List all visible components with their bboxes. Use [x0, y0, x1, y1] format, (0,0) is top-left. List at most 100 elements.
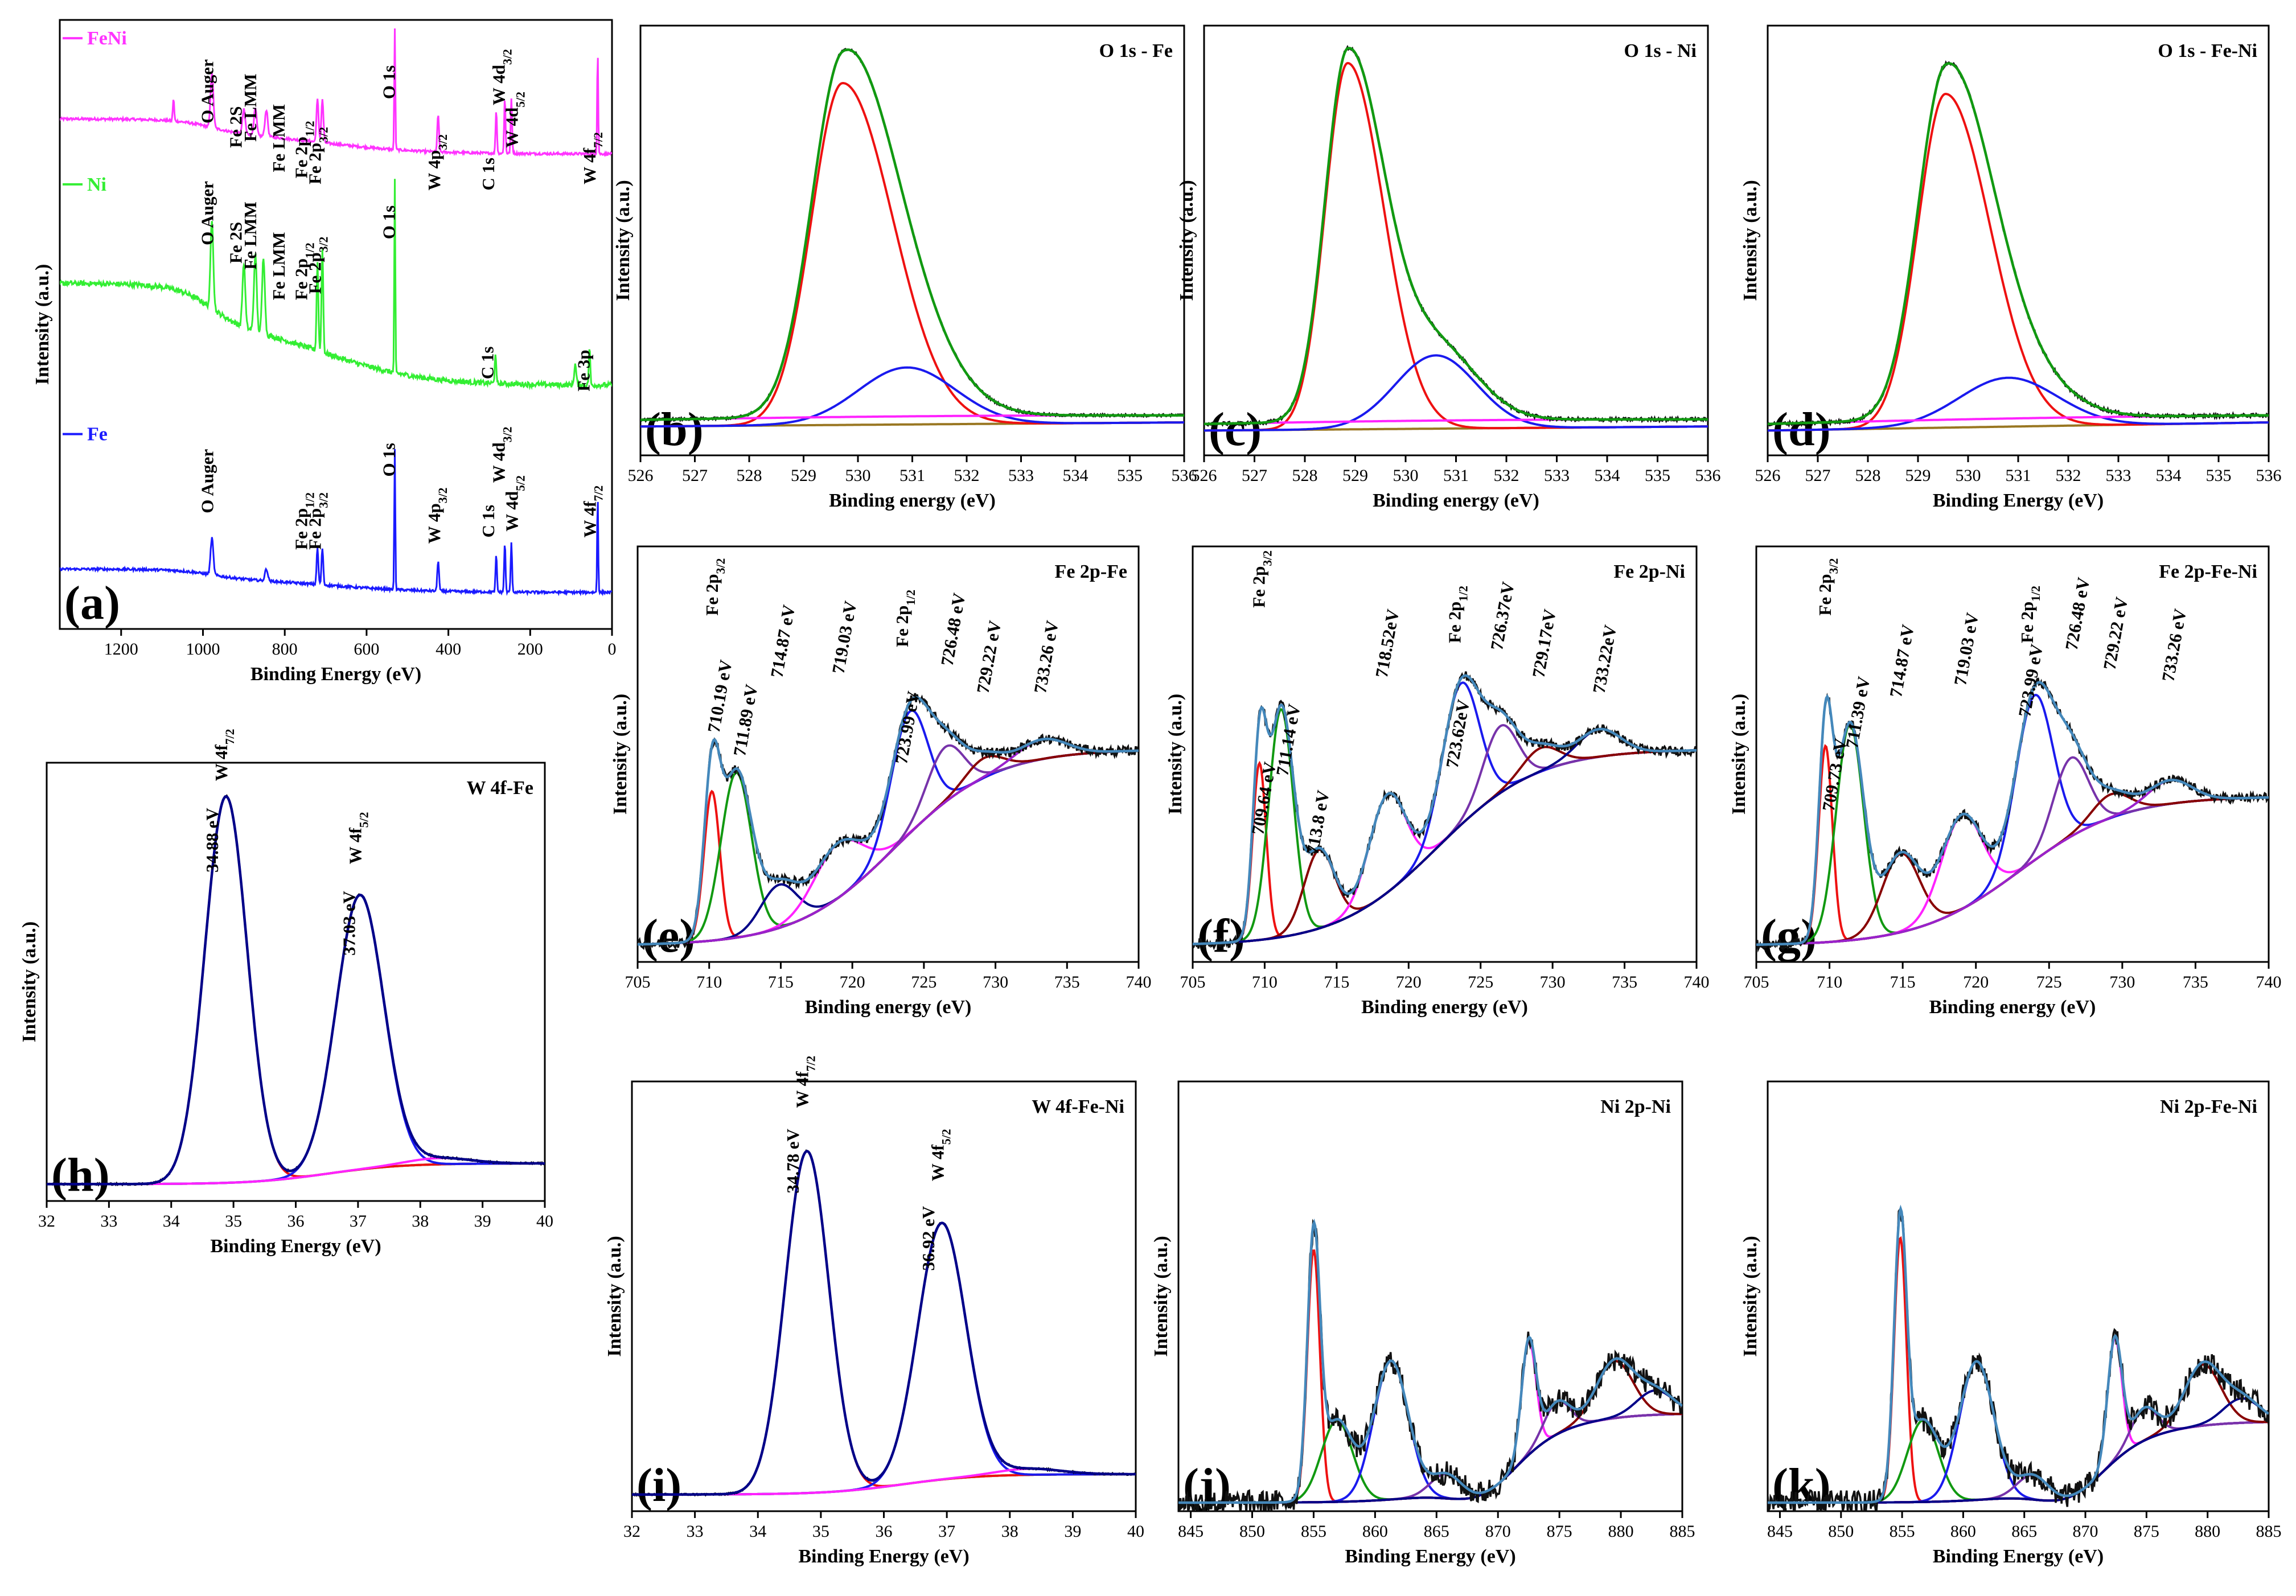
x-tick-label: 705	[1180, 973, 1206, 992]
y-axis-title: Intensity (a.u.)	[1728, 694, 1749, 815]
x-tick-label: 710	[1817, 973, 1842, 992]
fit-envelope-line	[1756, 681, 2269, 946]
x-tick-label: 39	[1064, 1522, 1081, 1541]
peak-annotation: W 4f7/2	[580, 132, 605, 184]
plot-area	[1204, 44, 1708, 432]
peak-label: Fe 2p1/2	[2017, 586, 2043, 643]
peak-label: Fe 2p3/2	[1815, 558, 1841, 616]
legend-label-FeNi: FeNi	[87, 28, 127, 49]
x-tick-label: 800	[272, 640, 298, 659]
peak-annotation: O Auger	[197, 59, 217, 124]
x-tick-label: 37	[350, 1212, 367, 1231]
panel-title: Fe 2p-Ni	[1613, 561, 1685, 582]
panel-f: 705 710 715 720 725 730 735 740 Binding energy (…	[1165, 545, 1710, 1018]
x-tick-label: 875	[2134, 1522, 2159, 1541]
fit-component-530.6	[1204, 354, 1708, 432]
x-tick-label: 735	[1054, 973, 1080, 992]
peak-annotation: O 1s	[379, 205, 399, 239]
legend-label-Ni: Ni	[87, 174, 106, 195]
fit-component-726.48	[638, 744, 1139, 946]
panel-a: 1200 1000 800 600 400 200 0 Binding Energy (eV)…	[32, 19, 617, 685]
peak-label: 37.03 eV	[339, 891, 359, 956]
x-tick-label: 855	[1890, 1522, 1915, 1541]
peak-annotation: O Auger	[197, 449, 217, 513]
fit-component-733.26	[638, 738, 1139, 946]
raw-data-line	[1204, 44, 1708, 427]
peak-label: W 4f5/2	[345, 812, 371, 865]
y-axis-title: Intensity (a.u.)	[604, 1236, 625, 1357]
x-tick-label: 527	[1242, 466, 1267, 485]
fit-component-529.55	[1768, 92, 2269, 432]
panel-title: O 1s - Ni	[1624, 40, 1697, 61]
peak-label: 726.37eV	[1486, 580, 1518, 652]
panel-title: W 4f-Fe	[467, 778, 533, 799]
x-tick-label: 850	[1239, 1522, 1265, 1541]
fit-envelope-line	[1768, 62, 2269, 426]
y-axis-title: Intensity (a.u.)	[1740, 180, 1761, 301]
fit-component-530.8	[1768, 376, 2269, 432]
x-tick-label: 845	[1178, 1522, 1204, 1541]
peak-annotation: Fe LMM	[269, 104, 289, 172]
peak-annotation: Fe 2p1/2	[291, 242, 317, 300]
x-tick-label: 530	[1393, 466, 1419, 485]
plot-frame	[46, 762, 546, 1202]
panel-title: W 4f-Fe-Ni	[1032, 1096, 1124, 1117]
raw-data-line	[1178, 1219, 1682, 1511]
peak-label: W 4f7/2	[211, 729, 237, 781]
peak-annotation: W 4d5/2	[502, 475, 528, 532]
panel-title: Ni 2p-Fe-Ni	[2160, 1096, 2257, 1117]
peak-annotation: Fe 2p1/2	[291, 492, 317, 550]
x-tick-label: 533	[1544, 466, 1570, 485]
x-tick-label: 531	[899, 466, 925, 485]
panel-j: 845 850 855 860 865 870 875 880 885 Binding Energ…	[1151, 1080, 1695, 1567]
x-tick-label: 860	[1362, 1522, 1388, 1541]
panel-d: 526 527 528 529 530 531 532 533 534 535 536 Binding…	[1740, 24, 2282, 511]
x-tick-label: 527	[1805, 466, 1831, 485]
x-tick-label: 34	[749, 1522, 766, 1541]
peak-label: Fe 2p1/2	[1444, 586, 1470, 643]
peak-label: 723.99 eV	[891, 689, 923, 766]
peak-annotation: W 4d3/2	[489, 49, 515, 105]
panel-letter: (e)	[642, 910, 695, 962]
peak-label: 709.73 eV	[1818, 737, 1851, 813]
x-tick-label: 534	[2156, 466, 2182, 485]
x-tick-label: 1200	[104, 640, 138, 659]
y-axis-title: Intensity (a.u.)	[1176, 180, 1197, 301]
x-tick-label: 730	[1540, 973, 1566, 992]
panel-letter: (f)	[1197, 910, 1245, 962]
x-axis-title: Binding Energy (eV)	[250, 664, 421, 685]
x-tick-label: 725	[2036, 973, 2062, 992]
x-tick-label: 740	[1126, 973, 1152, 992]
peak-label: 729.22 eV	[2099, 595, 2131, 672]
y-axis-title: Intensity (a.u.)	[1165, 694, 1186, 815]
plot-frame	[639, 24, 1185, 456]
x-tick-label: 531	[1443, 466, 1469, 485]
fit-component-729.22	[1756, 792, 2269, 946]
y-axis-title: Intensity (a.u.)	[610, 694, 631, 815]
peak-annotation: W 4p3/2	[424, 488, 450, 544]
fit-component-861.3	[1178, 1360, 1682, 1504]
peak-label: 733.26 eV	[2158, 607, 2190, 683]
plot-area	[640, 48, 1184, 428]
x-axis-title: Binding energy (eV)	[1361, 997, 1528, 1018]
plot-frame	[631, 1080, 1137, 1512]
fit-component-882.8	[1768, 1397, 2269, 1504]
plot-frame	[1767, 24, 2270, 456]
background-line	[47, 1162, 545, 1186]
x-tick-label: 535	[1645, 466, 1670, 485]
peak-annotation: W 4d3/2	[489, 427, 515, 483]
plot-area	[47, 794, 545, 1187]
x-tick-label: 526	[1755, 466, 1781, 485]
peak-label: Fe 2p3/2	[702, 558, 728, 616]
panel-e: 705 710 715 720 725 730 735 740 Binding energy (…	[610, 545, 1152, 1018]
x-tick-label: 36	[876, 1522, 893, 1541]
x-tick-label: 40	[536, 1212, 553, 1231]
fit-component-37.03	[47, 894, 545, 1186]
x-tick-label: 526	[628, 466, 654, 485]
fit-envelope-line	[47, 795, 545, 1186]
x-tick-label: 533	[1008, 466, 1034, 485]
fit-component-855	[1178, 1249, 1682, 1504]
x-tick-label: 865	[2011, 1522, 2037, 1541]
x-tick-label: 534	[1063, 466, 1089, 485]
peak-label: 726.48 eV	[937, 591, 970, 668]
